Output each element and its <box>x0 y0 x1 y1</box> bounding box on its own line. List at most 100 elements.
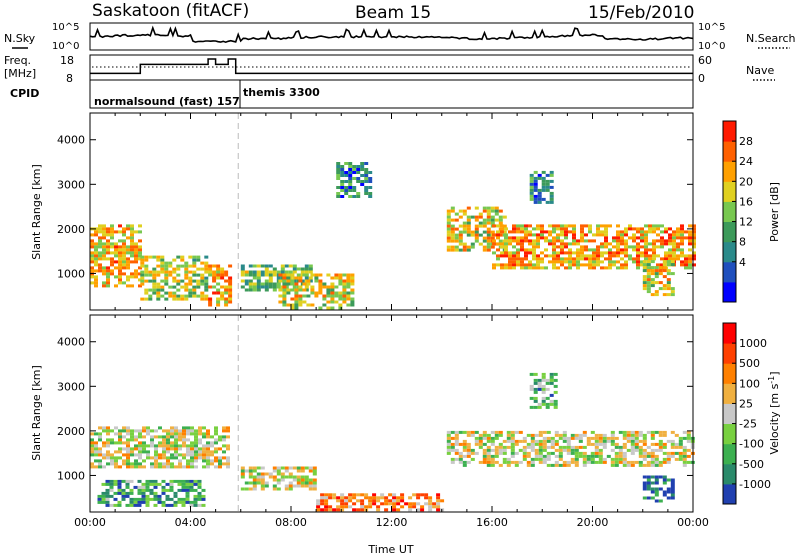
heatmap-cell-0 <box>142 426 146 430</box>
heatmap-cell-4 <box>626 430 631 434</box>
heatmap-cell-0 <box>118 447 122 451</box>
heatmap-cell-8 <box>646 263 651 267</box>
heatmap-cell-4 <box>350 288 355 292</box>
heatmap-cell-4 <box>590 430 595 434</box>
heatmap-cell-1 <box>101 497 106 501</box>
heatmap-cell-7 <box>600 230 604 234</box>
heatmap-cell-0 <box>206 429 210 433</box>
heatmap-cell-0 <box>98 269 102 273</box>
heatmap-cell-4 <box>658 463 663 467</box>
heatmap-cell-5 <box>336 162 341 165</box>
heatmap-cell-4 <box>618 454 623 458</box>
heatmap-cell-0 <box>142 444 146 448</box>
heatmap-cell-0 <box>130 453 134 457</box>
heatmap-cell-6 <box>549 402 554 406</box>
heatmap-cell-0 <box>134 251 138 255</box>
heatmap-cell-7 <box>532 245 536 249</box>
y-tick-label: 4000 <box>57 336 85 349</box>
heatmap-cell-5 <box>654 481 659 485</box>
heatmap-cell-3 <box>324 502 329 506</box>
heatmap-cell-6 <box>482 206 487 210</box>
heatmap-cell-4 <box>650 457 655 461</box>
heatmap-cell-7 <box>520 239 524 243</box>
heatmap-cell-4 <box>494 454 499 458</box>
heatmap-cell-7 <box>512 230 516 234</box>
heatmap-cell-0 <box>210 453 214 457</box>
heatmap-cell-1 <box>140 273 145 277</box>
heatmap-cell-4 <box>286 279 291 283</box>
heatmap-cell-7 <box>528 260 532 264</box>
heatmap-cell-4 <box>510 448 515 452</box>
colorbar-swatch <box>723 443 736 465</box>
heatmap-cell-7 <box>564 260 568 264</box>
heatmap-cell-4 <box>550 436 555 440</box>
heatmap-cell-4 <box>626 460 631 464</box>
heatmap-cell-7 <box>604 236 608 240</box>
heatmap-cell-6 <box>494 206 499 210</box>
heatmap-cell-6 <box>549 381 554 385</box>
heatmap-cell-0 <box>166 444 170 448</box>
heatmap-cell-0 <box>94 257 98 261</box>
heatmap-cell-5 <box>336 165 341 168</box>
heatmap-cell-6 <box>450 230 455 234</box>
beam-title: Beam 15 <box>355 3 431 23</box>
heatmap-cell-4 <box>334 294 339 298</box>
colorbar-tick-label: -25 <box>739 418 757 431</box>
heatmap-cell-7 <box>500 227 504 231</box>
heatmap-cell-1 <box>197 491 202 495</box>
heatmap-cell-0 <box>110 224 114 228</box>
heatmap-cell-5 <box>662 478 667 482</box>
heatmap-cell-4 <box>458 442 463 446</box>
colorbar-tick-label: 28 <box>739 135 753 148</box>
heatmap-cell-4 <box>570 433 575 437</box>
heatmap-cell-4 <box>678 451 683 455</box>
heatmap-cell-7 <box>592 266 596 270</box>
heatmap-cell-0 <box>90 444 94 448</box>
heatmap-cell-4 <box>330 306 335 310</box>
heatmap-cell-3 <box>420 508 425 512</box>
heatmap-cell-1 <box>153 491 158 495</box>
heatmap-cell-0 <box>118 438 122 442</box>
heatmap-cell-7 <box>616 224 620 228</box>
heatmap-cell-0 <box>166 441 170 445</box>
heatmap-cell-7 <box>500 245 504 249</box>
heatmap-cell-5 <box>646 496 651 500</box>
heatmap-cell-0 <box>222 444 226 448</box>
heatmap-cell-1 <box>184 288 189 292</box>
heatmap-cell-4 <box>506 430 511 434</box>
heatmap-cell-7 <box>532 227 536 231</box>
heatmap-cell-7 <box>648 227 652 231</box>
heatmap-cell-3 <box>240 270 245 274</box>
heatmap-cell-3 <box>320 502 325 506</box>
heatmap-cell-3 <box>372 493 377 497</box>
heatmap-cell-1 <box>153 503 158 507</box>
heatmap-cell-1 <box>172 258 177 262</box>
heatmap-cell-5 <box>368 195 373 198</box>
heatmap-cell-4 <box>618 451 623 455</box>
heatmap-cell-4 <box>450 442 455 446</box>
heatmap-cell-0 <box>166 447 170 451</box>
heatmap-cell-0 <box>214 456 218 460</box>
heatmap-cell-0 <box>226 456 230 460</box>
heatmap-cell-6 <box>466 248 471 252</box>
heatmap-cell-4 <box>570 457 575 461</box>
heatmap-cell-4 <box>626 448 631 452</box>
heatmap-cell-0 <box>110 441 114 445</box>
heatmap-cell-7 <box>552 245 556 249</box>
heatmap-cell-7 <box>580 263 584 267</box>
heatmap-cell-0 <box>110 260 114 264</box>
heatmap-cell-4 <box>506 457 511 461</box>
heatmap-cell-7 <box>600 242 604 246</box>
heatmap-cell-4 <box>662 457 667 461</box>
heatmap-cell-1 <box>185 494 190 498</box>
heatmap-cell-6 <box>474 224 479 228</box>
heatmap-cell-6 <box>458 215 463 219</box>
heatmap-cell-4 <box>494 448 499 452</box>
heatmap-cell-7 <box>692 263 696 267</box>
heatmap-cell-0 <box>170 441 174 445</box>
heatmap-cell-7 <box>684 266 688 270</box>
heatmap-cell-4 <box>350 300 355 304</box>
heatmap-cell-4 <box>538 445 543 449</box>
heatmap-cell-7 <box>612 239 616 243</box>
heatmap-cell-4 <box>302 273 307 277</box>
